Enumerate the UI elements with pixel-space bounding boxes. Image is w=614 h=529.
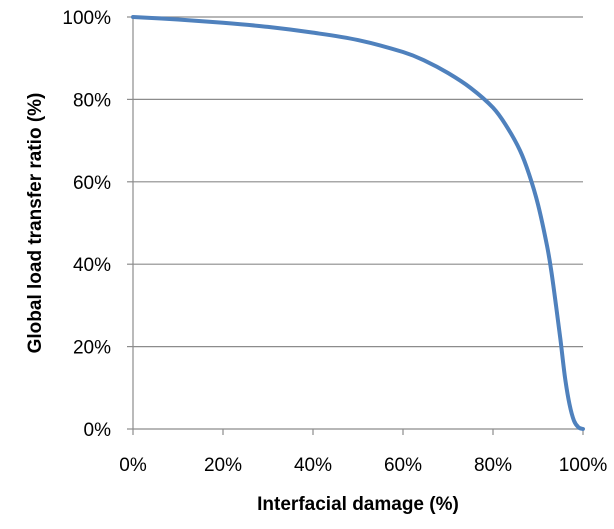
- axes: [127, 16, 584, 435]
- x-tick-label-5: 100%: [559, 455, 608, 476]
- series: [131, 15, 585, 431]
- series-line-0: [131, 15, 585, 431]
- x-tick-label-0: 0%: [119, 455, 147, 476]
- x-tick-label-4: 80%: [474, 455, 512, 476]
- x-tick-label-1: 20%: [204, 455, 242, 476]
- y-tick-label-3: 60%: [73, 173, 111, 194]
- x-tick-label-3: 60%: [384, 455, 422, 476]
- gridlines: [133, 16, 583, 348]
- y-tick-label-2: 40%: [73, 255, 111, 276]
- tick-labels: 0% 20% 40% 60% 80% 100% 0% 20% 40% 60% 80% 100%: [62, 8, 607, 476]
- y-tick-label-5: 100%: [62, 8, 111, 29]
- y-axis-title: Global load transfer ratio (%): [25, 93, 46, 354]
- x-axis-title: Interfacial damage (%): [257, 494, 459, 515]
- x-tick-label-2: 40%: [294, 455, 332, 476]
- y-tick-label-0: 0%: [84, 420, 112, 441]
- y-tick-label-4: 80%: [73, 90, 111, 111]
- y-tick-label-1: 20%: [73, 338, 111, 359]
